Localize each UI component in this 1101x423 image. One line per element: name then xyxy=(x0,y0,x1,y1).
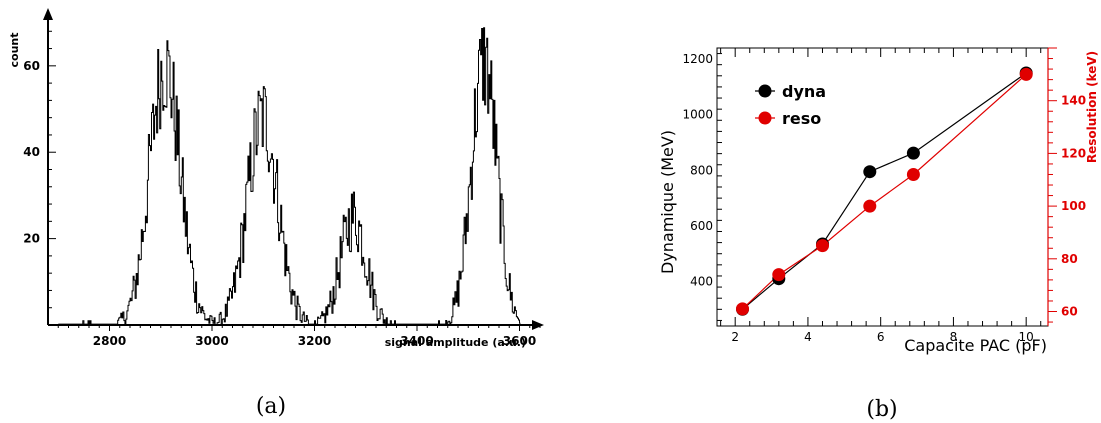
y-tick-label: 400 xyxy=(690,275,713,289)
data-point-dyna xyxy=(906,146,920,160)
y-tick-label: 20 xyxy=(23,232,40,246)
line-chart-ticks: 2 4 6 8 10 400 600 800 1000 1200 60 80 100 120 140 xyxy=(682,47,1086,344)
y-tick-label: 1000 xyxy=(682,108,713,122)
x-tick-label: 6 xyxy=(877,330,885,344)
legend: dyna reso xyxy=(755,82,826,128)
histogram-y-arrow-icon xyxy=(43,8,53,20)
data-point-reso xyxy=(816,239,829,253)
y2-tick-label: 140 xyxy=(1061,94,1086,108)
x-tick-label: 2 xyxy=(731,330,739,344)
legend-dyna-label: dyna xyxy=(782,82,826,101)
caption-a: (a) xyxy=(256,394,286,419)
x-tick-label: 3400 xyxy=(400,334,433,348)
histogram-bars xyxy=(58,27,521,326)
legend-reso-marker xyxy=(758,111,772,125)
data-point-reso xyxy=(772,268,786,282)
data-point-reso xyxy=(736,302,749,316)
y2-tick-label: 80 xyxy=(1061,252,1078,266)
histogram-x-arrow-icon xyxy=(532,320,544,330)
x-tick-label: 2800 xyxy=(93,334,126,348)
x-tick-label: 8 xyxy=(950,330,958,344)
x-tick-label: 3600 xyxy=(503,334,536,348)
line-chart-y2-label: Resolution (keV) xyxy=(1085,51,1099,163)
y-tick-label: 60 xyxy=(23,59,40,73)
x-tick-label: 4 xyxy=(804,330,812,344)
caption-b: (b) xyxy=(866,397,897,422)
y-tick-label: 800 xyxy=(690,163,713,177)
histogram-y-label: count xyxy=(8,33,21,68)
data-point-dyna xyxy=(863,165,877,179)
legend-reso-label: reso xyxy=(782,109,821,128)
x-tick-label: 10 xyxy=(1019,330,1034,344)
y-tick-label: 40 xyxy=(23,145,40,159)
y2-tick-label: 60 xyxy=(1061,305,1078,319)
y-tick-label: 600 xyxy=(690,219,713,233)
series-line-dyna xyxy=(742,72,1027,310)
line-chart-series xyxy=(736,66,1033,316)
x-tick-label: 3000 xyxy=(195,334,228,348)
line-chart-x-label: Capacite PAC (pF) xyxy=(904,336,1047,355)
y2-tick-label: 120 xyxy=(1061,146,1086,160)
line-chart-y-label: Dynamique (MeV) xyxy=(658,130,677,274)
histogram-x-label: signal amplitude (a.u.) xyxy=(385,336,526,349)
data-point-reso xyxy=(863,199,877,213)
x-tick-label: 3200 xyxy=(298,334,331,348)
histogram-panel: 2800 3000 3200 3400 3600 20 40 60 signal amplit… xyxy=(8,8,544,419)
legend-dyna-marker xyxy=(758,84,772,98)
histogram-ticks: 2800 3000 3200 3400 3600 20 40 60 xyxy=(23,30,541,348)
y2-tick-label: 100 xyxy=(1061,199,1086,213)
y-tick-label: 1200 xyxy=(682,52,713,66)
data-point-reso xyxy=(906,168,920,181)
line-chart-panel: 2 4 6 8 10 400 600 800 1000 1200 60 80 100 120 140 dyn… xyxy=(658,47,1099,422)
data-point-reso xyxy=(1019,67,1033,81)
